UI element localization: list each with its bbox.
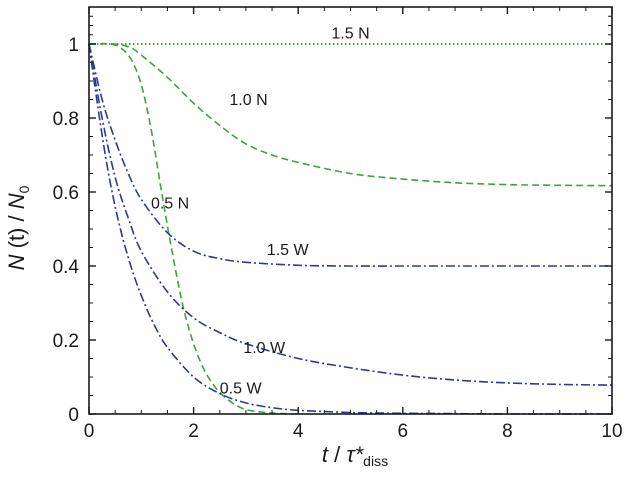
y-tick-label: 0.6: [53, 183, 79, 204]
y-axis-label-mid: (t) /: [4, 209, 29, 254]
x-tick-label: 6: [398, 421, 409, 442]
series-label-2: 0.5 N: [151, 196, 189, 213]
x-axis-label-slash: /: [328, 442, 346, 467]
y-axis-label-main: N: [4, 254, 29, 270]
series-label-3: 1.5 W: [267, 242, 310, 259]
x-tick-label: 4: [293, 421, 304, 442]
y-axis-label-sub: 0: [16, 185, 32, 193]
ticks-layer: 0 2 4 6 8 10 0 0.2 0.4 0.6 0.8 1: [53, 7, 623, 442]
series-label-4: 1.0 W: [243, 340, 286, 357]
x-axis-label-tau: τ*: [346, 442, 364, 467]
y-tick-label: 0.2: [53, 331, 79, 352]
x-tick-label: 2: [188, 421, 199, 442]
y-tick-label: 1: [68, 35, 79, 56]
x-axis-label: t / τ*diss: [322, 442, 388, 469]
x-tick-label: 10: [601, 421, 622, 442]
x-tick-label: 0: [84, 421, 95, 442]
series-line-1: [88, 42, 613, 187]
series-line-4: [88, 43, 613, 386]
series-line-2: [88, 42, 299, 415]
y-tick-label: 0.8: [53, 109, 79, 130]
series-label-1: 1.0 N: [229, 92, 267, 109]
y-tick-label: 0: [68, 405, 79, 426]
x-tick-label: 8: [502, 421, 513, 442]
y-tick-label: 0.4: [53, 257, 80, 278]
x-axis-label-sub: diss: [363, 453, 388, 469]
x-axis-label-main: t: [322, 442, 329, 467]
curve-labels-layer: 1.5 N 1.0 N 0.5 N 1.5 W 1.0 W 0.5 W: [151, 25, 370, 397]
series-label-5: 0.5 W: [220, 381, 263, 398]
y-axis-label-denom: N: [4, 193, 29, 209]
series-label-0: 1.5 N: [331, 25, 369, 42]
y-axis-label: N (t) / N0: [4, 185, 32, 270]
series-line-3: [88, 43, 612, 267]
